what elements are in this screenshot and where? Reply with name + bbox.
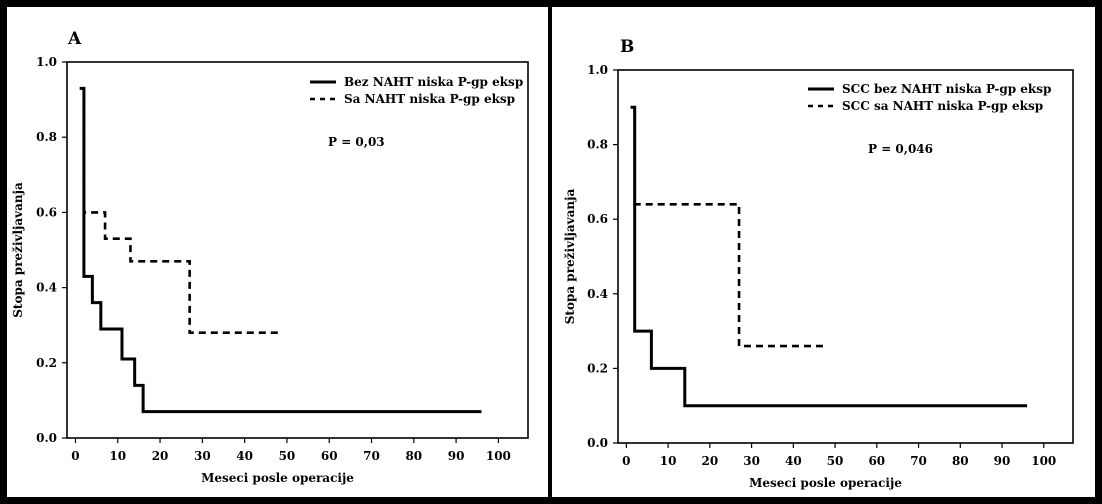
plot-frame [617,69,1074,444]
panel-divider [548,0,552,504]
x-tick-label: 10 [660,454,677,468]
y-tick-label: 1.0 [36,55,57,69]
y-tick-label: 0.2 [36,356,57,370]
x-tick-label: 60 [321,449,338,463]
x-tick-label: 30 [743,454,760,468]
y-axis-label: Stopa preživljavanja [563,189,577,325]
series-line-solid [630,105,1028,408]
chart-panel-a: 0 10 20 30 40 50 60 70 80 90 100 0.0 0.2 0.4 0.6 0.8 1.0… [11,29,529,485]
y-tick-label: 0.2 [587,361,608,375]
y-axis-label: Stopa preživljavanja [11,182,25,318]
x-tick-label: 40 [236,449,253,463]
x-tick-label: 50 [279,449,296,463]
p-value-annotation: P = 0,046 [868,142,933,156]
y-tick-label: 0.4 [587,287,608,301]
y-tick-label: 0.8 [36,130,57,144]
y-tick-label: 0.0 [36,431,57,445]
x-tick-label: 0 [622,454,630,468]
y-tick-label: 0.6 [36,205,57,219]
x-tick-label: 10 [109,449,126,463]
plot-frame [66,61,529,439]
chart-panel-b: 0 10 20 30 40 50 60 70 80 90 100 0.0 0.2 0.4 0.6 0.8 1.0… [563,37,1074,490]
x-tick-label: 30 [194,449,211,463]
legend-entry: Bez NAHT niska P-gp eksp [344,75,523,89]
x-axis-label: Meseci posle operacije [749,476,902,490]
series-line-dashed [633,107,827,348]
x-tick-label: 100 [1031,454,1056,468]
x-tick-label: 80 [405,449,422,463]
y-tick-label: 0.4 [36,281,57,295]
x-axis-label: Meseci posle operacije [201,471,354,485]
x-tick-label: 80 [952,454,969,468]
legend-entry: SCC bez NAHT niska P-gp eksp [842,82,1051,96]
x-tick-label: 90 [994,454,1011,468]
x-tick-label: 20 [152,449,169,463]
y-tick-label: 0.0 [587,436,608,450]
series-line-dashed [82,99,283,335]
x-tick-label: 40 [785,454,802,468]
x-tick-label: 70 [910,454,927,468]
y-tick-label: 0.6 [587,212,608,226]
series-line-solid [79,86,482,414]
legend-entry: Sa NAHT niska P-gp eksp [344,92,515,106]
x-tick-label: 90 [448,449,465,463]
y-tick-label: 0.8 [587,138,608,152]
y-tick-label: 1.0 [587,63,608,77]
legend-entry: SCC sa NAHT niska P-gp eksp [842,99,1043,113]
panel-label: A [67,29,82,49]
x-tick-label: 0 [71,449,79,463]
x-tick-label: 20 [701,454,718,468]
x-tick-label: 50 [827,454,844,468]
x-tick-label: 100 [486,449,511,463]
p-value-annotation: P = 0,03 [328,135,385,149]
panel-label: B [620,37,634,57]
x-tick-label: 70 [363,449,380,463]
x-tick-label: 60 [868,454,885,468]
